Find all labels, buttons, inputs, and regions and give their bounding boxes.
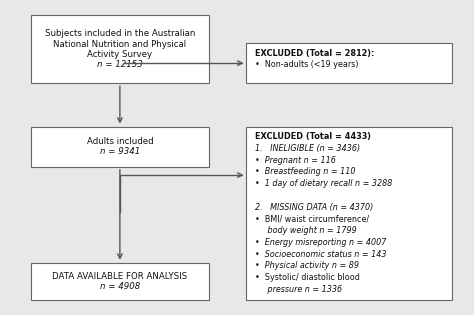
- Text: 1.   INELIGIBLE (n = 3436): 1. INELIGIBLE (n = 3436): [255, 144, 360, 153]
- Text: •  Systolic/ diastolic blood: • Systolic/ diastolic blood: [255, 273, 360, 282]
- Text: •  BMI/ waist circumference/: • BMI/ waist circumference/: [255, 215, 369, 223]
- Text: n = 9341: n = 9341: [100, 147, 140, 156]
- FancyBboxPatch shape: [246, 43, 453, 83]
- Text: •  Physical activity n = 89: • Physical activity n = 89: [255, 261, 359, 271]
- Text: Adults included: Adults included: [87, 137, 153, 146]
- Text: n = 12153: n = 12153: [97, 60, 143, 69]
- FancyBboxPatch shape: [31, 127, 209, 167]
- Text: Activity Survey: Activity Survey: [87, 50, 153, 59]
- Text: National Nutrition and Physical: National Nutrition and Physical: [54, 40, 186, 49]
- Text: •  Non-adults (<19 years): • Non-adults (<19 years): [255, 60, 358, 69]
- Text: Subjects included in the Australian: Subjects included in the Australian: [45, 29, 195, 38]
- Text: •  Breastfeeding n = 110: • Breastfeeding n = 110: [255, 167, 356, 176]
- Text: •  1 day of dietary recall n = 3288: • 1 day of dietary recall n = 3288: [255, 179, 392, 188]
- Text: pressure n = 1336: pressure n = 1336: [255, 285, 342, 294]
- Text: EXCLUDED (Total = 4433): EXCLUDED (Total = 4433): [255, 132, 371, 141]
- Text: 2.   MISSING DATA (n = 4370): 2. MISSING DATA (n = 4370): [255, 203, 373, 212]
- Text: n = 4908: n = 4908: [100, 282, 140, 291]
- Text: DATA AVAILABLE FOR ANALYSIS: DATA AVAILABLE FOR ANALYSIS: [52, 272, 187, 281]
- Text: •  Pregnant n = 116: • Pregnant n = 116: [255, 156, 336, 165]
- Text: EXCLUDED (Total = 2812):: EXCLUDED (Total = 2812):: [255, 49, 374, 58]
- Text: •  Socioeconomic status n = 143: • Socioeconomic status n = 143: [255, 250, 386, 259]
- FancyBboxPatch shape: [246, 127, 453, 300]
- Text: body weight n = 1799: body weight n = 1799: [255, 226, 356, 235]
- Text: •  Energy misreporting n = 4007: • Energy misreporting n = 4007: [255, 238, 386, 247]
- FancyBboxPatch shape: [31, 15, 209, 83]
- FancyBboxPatch shape: [31, 263, 209, 300]
